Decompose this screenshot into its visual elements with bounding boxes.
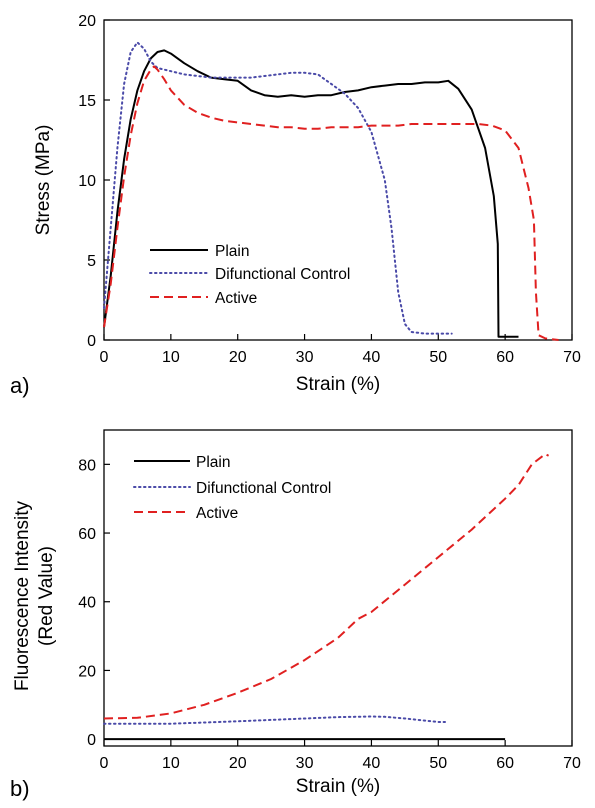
legend-label-active: Active [196, 505, 238, 522]
panel-b-xtick-label: 20 [229, 755, 247, 772]
panel-b-legend: Plain Difunctional Control Active [133, 454, 331, 522]
panel-b-series-difunctional-control [103, 715, 446, 725]
panel-a-xtick-label: 50 [429, 349, 447, 366]
panel-b-xtick-label: 40 [363, 755, 381, 772]
panel-b-xlabel: Strain (%) [296, 776, 380, 797]
panel-b-ylabel-line2: (Red Value) [36, 546, 57, 646]
panel-a-xtick-label: 0 [100, 349, 109, 366]
panel-b-ytick-label: 40 [78, 595, 96, 612]
panel-a-letter: a) [10, 373, 30, 398]
panel-b-xtick-label: 60 [496, 755, 514, 772]
legend-label-difunctional-control: Difunctional Control [215, 266, 350, 283]
panel-a-legend: Plain Difunctional Control Active [149, 243, 350, 307]
panel-a-series-difunctional-control [103, 41, 453, 335]
legend-label-plain: Plain [196, 454, 230, 471]
panel-a-series [103, 41, 559, 341]
panel-a-stress-strain: 0 10 20 30 40 50 60 70 0 5 10 15 20 Stress (MPa) Str… [10, 13, 581, 398]
panel-a-xtick-label: 20 [229, 349, 247, 366]
panel-b-ylabel-line1: Fluorescence Intensity [12, 500, 33, 691]
panel-b-series-active [103, 453, 550, 720]
panel-b-ytick-label: 60 [78, 526, 96, 543]
panel-b-xtick-label: 50 [429, 755, 447, 772]
panel-a-xtick-label: 70 [563, 349, 581, 366]
panel-b-xtick-label: 10 [162, 755, 180, 772]
panel-a-ytick-label: 20 [78, 13, 96, 30]
legend-label-plain: Plain [215, 243, 249, 260]
panel-a-xtick-label: 40 [363, 349, 381, 366]
panel-b-ytick-label: 80 [78, 457, 96, 474]
panel-b-ytick-label: 20 [78, 663, 96, 680]
panel-a-xtick-label: 30 [296, 349, 314, 366]
legend-label-difunctional-control: Difunctional Control [196, 480, 331, 497]
panel-a-xlabel: Strain (%) [296, 374, 380, 395]
panel-b-series [103, 453, 550, 741]
panel-a-ytick-label: 5 [87, 253, 96, 270]
panel-b-xtick-label: 0 [100, 755, 109, 772]
panel-a-xtick-label: 10 [162, 349, 180, 366]
panel-b-plot-frame [103, 429, 573, 747]
panel-a-series-plain [103, 49, 519, 338]
panel-a-ticks: 0 10 20 30 40 50 60 70 0 5 10 15 20 [78, 13, 581, 366]
panel-b-xtick-label: 30 [296, 755, 314, 772]
panel-a-ylabel: Stress (MPa) [33, 125, 54, 236]
panel-b-letter: b) [10, 776, 30, 801]
panel-b-ticks: 0 10 20 30 40 50 60 70 0 20 40 60 80 [78, 457, 581, 772]
panel-b-ytick-label: 0 [87, 732, 96, 749]
panel-b-xtick-label: 70 [563, 755, 581, 772]
panel-a-plot-frame [103, 19, 573, 341]
legend-label-active: Active [215, 290, 257, 307]
panel-a-ytick-label: 0 [87, 333, 96, 350]
panel-a-xtick-label: 60 [496, 349, 514, 366]
panel-a-ytick-label: 10 [78, 173, 96, 190]
panel-a-series-active [103, 65, 559, 341]
panel-a-ytick-label: 15 [78, 93, 96, 110]
panel-b-fluorescence-strain: 0 10 20 30 40 50 60 70 0 20 40 60 80 Fluorescence In… [10, 429, 581, 801]
